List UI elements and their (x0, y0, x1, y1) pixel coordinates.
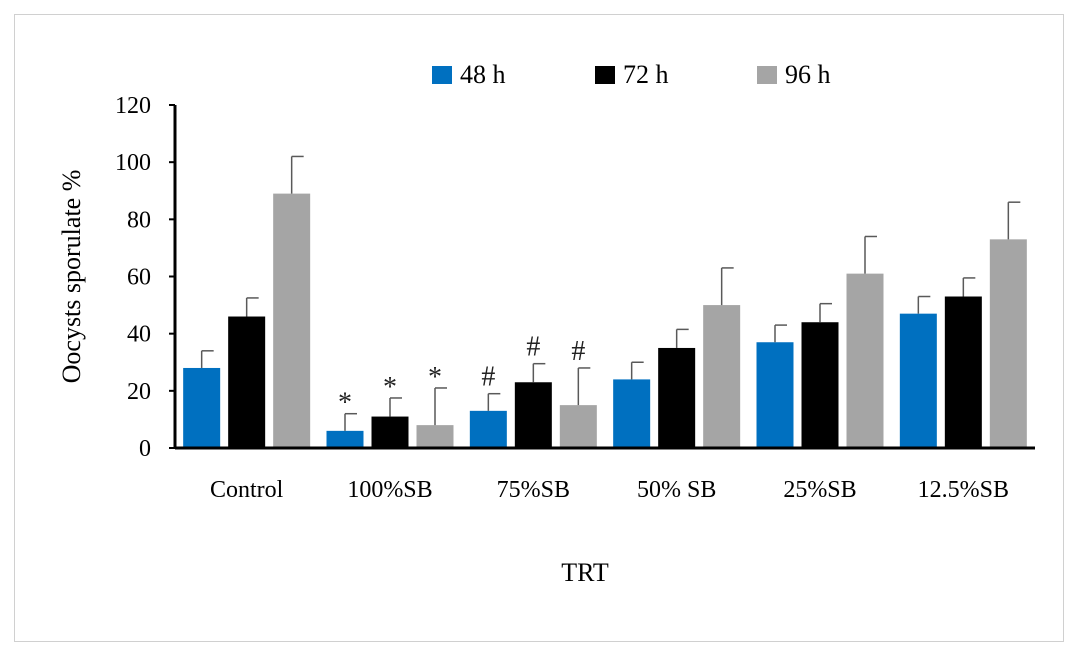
y-tick-label-20: 20 (127, 379, 151, 405)
bar-96h-1 (273, 193, 311, 448)
bar-96h-4 (703, 305, 741, 448)
axes (169, 104, 1035, 450)
significance-mark-48h-2: * (338, 388, 352, 419)
error-bars (200, 155, 1021, 431)
y-tick-label-100: 100 (115, 150, 151, 176)
bar-48h-6 (899, 313, 937, 448)
category-label-3: 75%SB (497, 477, 570, 503)
chart-frame (14, 14, 1064, 642)
bar-48h-1 (183, 367, 221, 448)
y-tick-label-80: 80 (127, 207, 151, 233)
bar-48h-5 (756, 342, 794, 448)
category-label-4: 50% SB (637, 477, 716, 503)
legend: 48 h 72 h 96 h (432, 60, 831, 89)
bar-96h-6 (989, 239, 1027, 448)
bar-72h-6 (944, 296, 982, 448)
annotations: * * * # # # (338, 332, 585, 419)
significance-mark-96h-3: # (571, 336, 585, 367)
bar-96h-3 (559, 405, 597, 448)
significance-mark-72h-3: # (526, 332, 540, 363)
x-axis-title: TRT (561, 558, 609, 587)
bar-48h-2 (326, 430, 364, 448)
category-label-2: 100%SB (347, 477, 432, 503)
bar-72h-3 (514, 382, 552, 448)
y-tick-label-60: 60 (127, 265, 151, 291)
y-tick-label-120: 120 (115, 93, 151, 119)
legend-label-48h: 48 h (460, 60, 506, 89)
bar-48h-4 (613, 379, 651, 448)
y-tick-label-40: 40 (127, 322, 151, 348)
y-tick-labels: 0 20 40 60 80 100 120 (115, 93, 151, 462)
bar-72h-1 (228, 316, 266, 448)
bar-72h-5 (801, 322, 839, 448)
significance-mark-96h-2: * (428, 362, 442, 393)
legend-swatch-96h (757, 66, 777, 84)
category-label-1: Control (210, 477, 284, 503)
category-label-5: 25%SB (783, 477, 856, 503)
y-tick-label-0: 0 (139, 436, 151, 462)
bar-96h-5 (846, 273, 884, 448)
y-axis-title: Oocysts sporulate % (57, 170, 86, 384)
bar-72h-4 (658, 347, 696, 448)
significance-mark-72h-2: * (383, 372, 397, 403)
significance-mark-48h-3: # (481, 362, 495, 393)
category-label-6: 12.5%SB (918, 477, 1009, 503)
bar-96h-2 (416, 425, 454, 448)
bar-72h-2 (371, 416, 409, 448)
category-labels: Control 100%SB 75%SB 50% SB 25%SB 12.5%SB (210, 477, 1009, 503)
legend-swatch-48h (432, 66, 452, 84)
legend-label-96h: 96 h (785, 60, 831, 89)
bars (183, 193, 1027, 448)
legend-swatch-72h (595, 66, 615, 84)
legend-label-72h: 72 h (623, 60, 669, 89)
bar-48h-3 (469, 410, 507, 448)
